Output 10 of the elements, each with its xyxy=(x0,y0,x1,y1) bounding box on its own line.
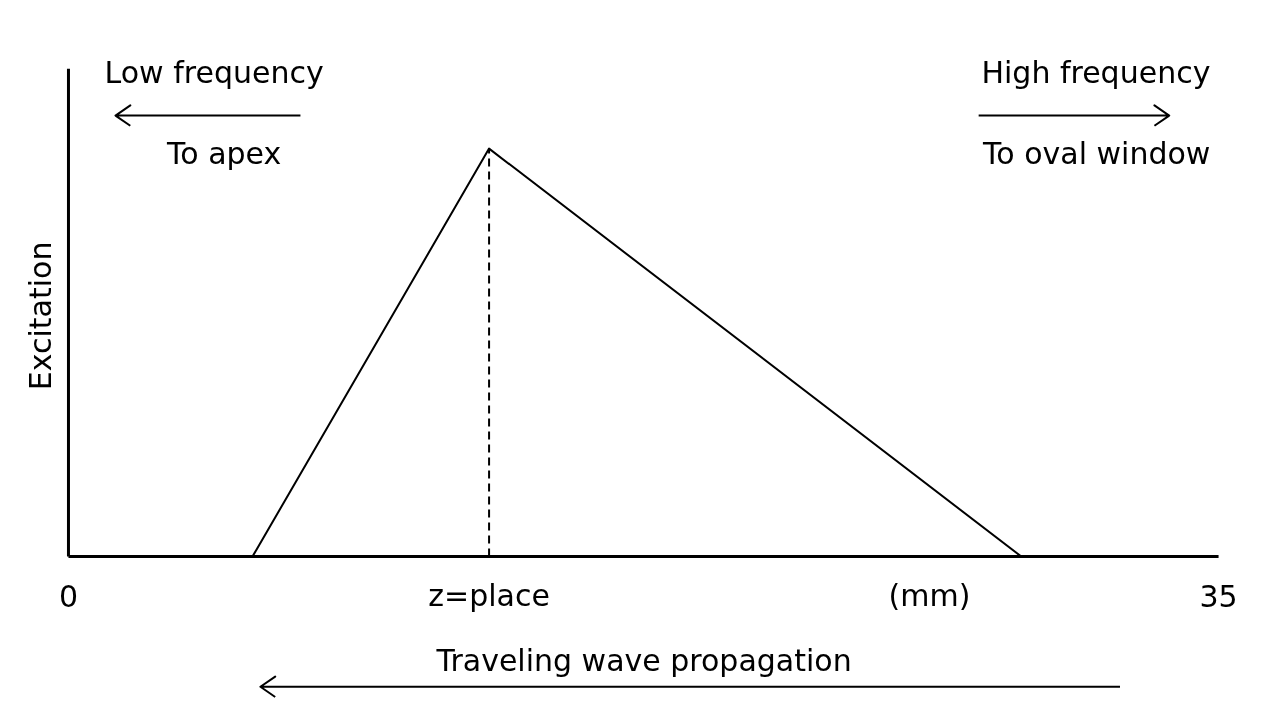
x-tick-label: z=place xyxy=(428,578,550,614)
x-axis-title: (mm) xyxy=(888,578,971,614)
x-tick-label: 0 xyxy=(58,578,79,614)
annotation: To apex xyxy=(166,136,282,171)
x-tick-label: 35 xyxy=(1199,578,1238,614)
text: Traveling wave propagation xyxy=(435,643,852,679)
annotation: To oval window xyxy=(982,136,1211,171)
text: High frequency xyxy=(981,55,1211,91)
text: Low frequency xyxy=(104,55,324,91)
y-axis-title: Excitation xyxy=(22,241,58,391)
